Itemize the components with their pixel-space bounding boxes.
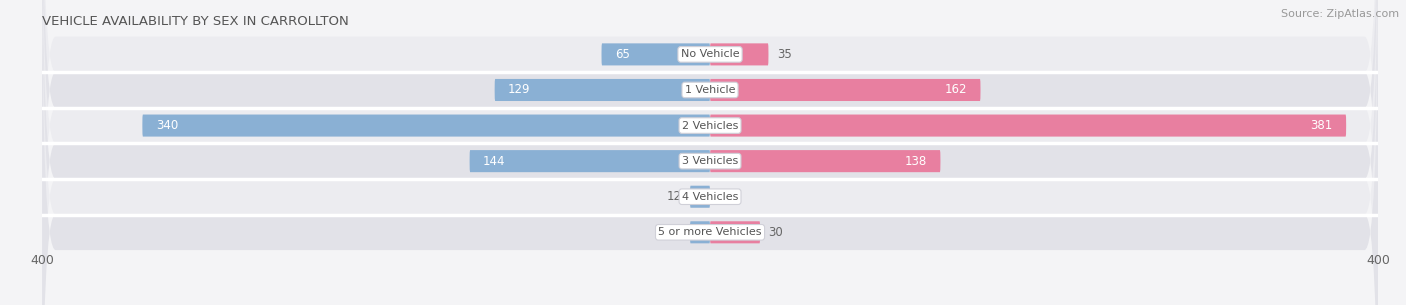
Text: 340: 340 bbox=[156, 119, 179, 132]
Text: 4 Vehicles: 4 Vehicles bbox=[682, 192, 738, 202]
FancyBboxPatch shape bbox=[42, 0, 1378, 305]
FancyBboxPatch shape bbox=[42, 0, 1378, 305]
FancyBboxPatch shape bbox=[710, 115, 1346, 137]
FancyBboxPatch shape bbox=[690, 186, 710, 208]
Text: No Vehicle: No Vehicle bbox=[681, 49, 740, 59]
Text: 35: 35 bbox=[776, 48, 792, 61]
Text: 144: 144 bbox=[484, 155, 506, 168]
Text: 0: 0 bbox=[718, 190, 725, 203]
Text: 12: 12 bbox=[666, 226, 682, 239]
FancyBboxPatch shape bbox=[690, 221, 710, 243]
FancyBboxPatch shape bbox=[470, 150, 710, 172]
FancyBboxPatch shape bbox=[142, 115, 710, 137]
FancyBboxPatch shape bbox=[602, 43, 710, 66]
Text: 12: 12 bbox=[666, 190, 682, 203]
FancyBboxPatch shape bbox=[710, 150, 941, 172]
Text: 30: 30 bbox=[769, 226, 783, 239]
FancyBboxPatch shape bbox=[710, 79, 980, 101]
Text: 129: 129 bbox=[508, 84, 530, 96]
Text: VEHICLE AVAILABILITY BY SEX IN CARROLLTON: VEHICLE AVAILABILITY BY SEX IN CARROLLTO… bbox=[42, 16, 349, 28]
FancyBboxPatch shape bbox=[42, 0, 1378, 305]
Text: Source: ZipAtlas.com: Source: ZipAtlas.com bbox=[1281, 9, 1399, 19]
Text: 65: 65 bbox=[614, 48, 630, 61]
Text: 1 Vehicle: 1 Vehicle bbox=[685, 85, 735, 95]
Text: 138: 138 bbox=[905, 155, 927, 168]
Text: 162: 162 bbox=[945, 84, 967, 96]
Text: 5 or more Vehicles: 5 or more Vehicles bbox=[658, 227, 762, 237]
Text: 381: 381 bbox=[1310, 119, 1333, 132]
FancyBboxPatch shape bbox=[42, 0, 1378, 305]
Text: 3 Vehicles: 3 Vehicles bbox=[682, 156, 738, 166]
FancyBboxPatch shape bbox=[42, 0, 1378, 305]
FancyBboxPatch shape bbox=[495, 79, 710, 101]
FancyBboxPatch shape bbox=[710, 43, 769, 66]
FancyBboxPatch shape bbox=[42, 0, 1378, 305]
Text: 2 Vehicles: 2 Vehicles bbox=[682, 120, 738, 131]
FancyBboxPatch shape bbox=[710, 221, 761, 243]
